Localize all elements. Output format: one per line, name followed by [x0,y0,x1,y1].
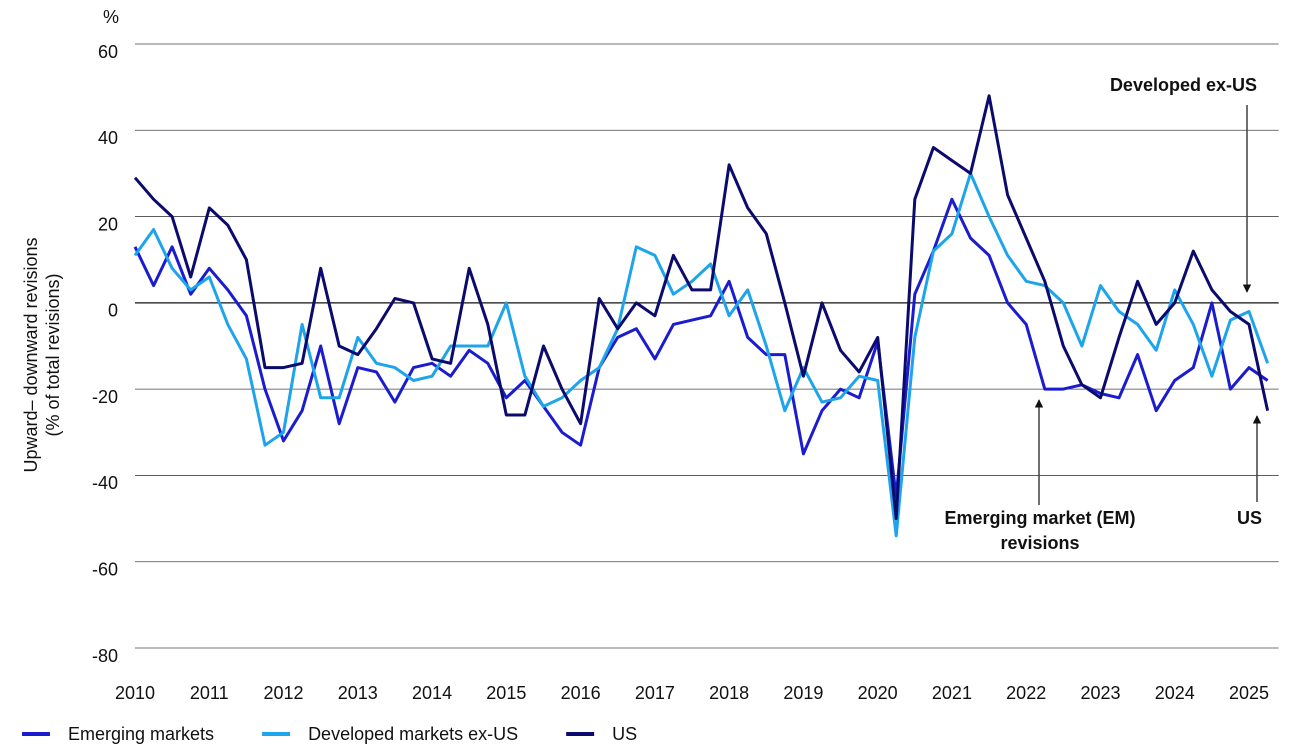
x-tick-label: 2014 [412,683,452,703]
legend-label: US [612,724,637,744]
y-tick-label: 0 [108,301,118,321]
x-tick-label: 2010 [115,683,155,703]
series-line [133,171,1270,538]
y-axis-label-line: (% of total revisions) [43,273,63,436]
y-axis-label-line: Upward– downward revisions [21,237,41,472]
x-tick-label: 2021 [932,683,972,703]
annotation: Developed ex-US [1110,75,1257,95]
annotation: US [1237,508,1262,528]
x-tick-label: 2016 [561,683,601,703]
x-tick-label: 2023 [1080,683,1120,703]
x-tick-label: 2011 [190,683,229,703]
y-tick-label: 60 [98,42,118,62]
x-tick-label: 2025 [1229,683,1269,703]
y-unit: % [103,7,119,27]
y-tick-label: -40 [92,473,118,493]
series-line [133,197,1269,499]
x-tick-label: 2012 [264,683,304,703]
x-tick-label: 2015 [486,683,526,703]
x-tick-label: 2013 [338,683,378,703]
y-tick-label: 40 [98,128,118,148]
legend-label: Emerging markets [68,724,214,744]
series-line [133,94,1270,521]
x-tick-label: 2022 [1006,683,1046,703]
x-tick-label: 2018 [709,683,749,703]
x-tick-label: 2024 [1155,683,1195,703]
y-axis-label: Upward– downward revisions (% of total r… [21,237,63,472]
x-tick-label: 2020 [858,683,898,703]
annotation: Emerging market (EM) [944,508,1135,528]
y-tick-label: -80 [92,646,118,666]
y-tick-label: -60 [92,559,118,579]
x-tick-label: 2017 [635,683,675,703]
y-tick-label: -20 [92,387,118,407]
y-tick-label: 20 [98,214,118,234]
x-tick-label: 2019 [783,683,823,703]
annotation: revisions [1000,533,1079,553]
legend-label: Developed markets ex-US [308,724,518,744]
